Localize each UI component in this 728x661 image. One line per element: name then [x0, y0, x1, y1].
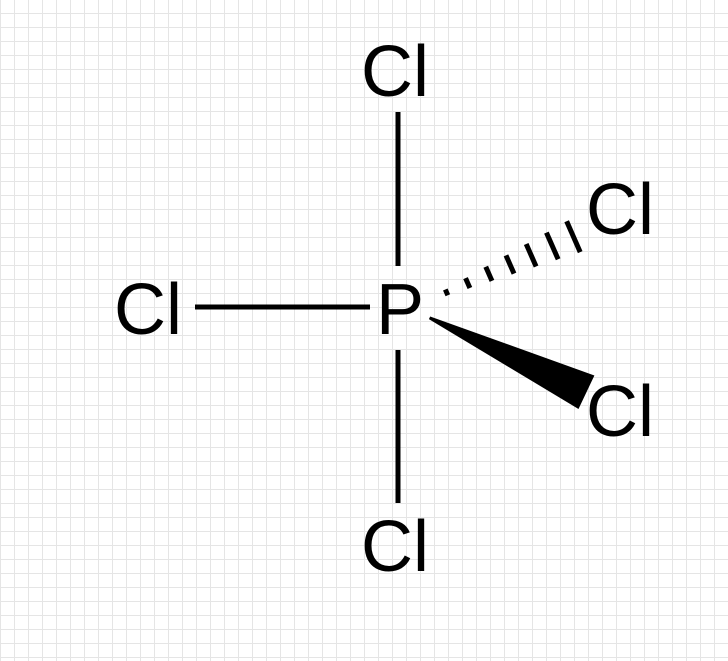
atom-top: Cl: [361, 31, 429, 113]
atom-right_lower: Cl: [586, 371, 654, 453]
atom-right_upper: Cl: [586, 169, 654, 251]
bond-right-lower-wedge: [430, 317, 594, 408]
atom-center: P: [376, 269, 424, 351]
atom-bottom: Cl: [361, 506, 429, 588]
bond-right-upper-hash: [445, 221, 580, 295]
atom-left: Cl: [114, 269, 182, 351]
